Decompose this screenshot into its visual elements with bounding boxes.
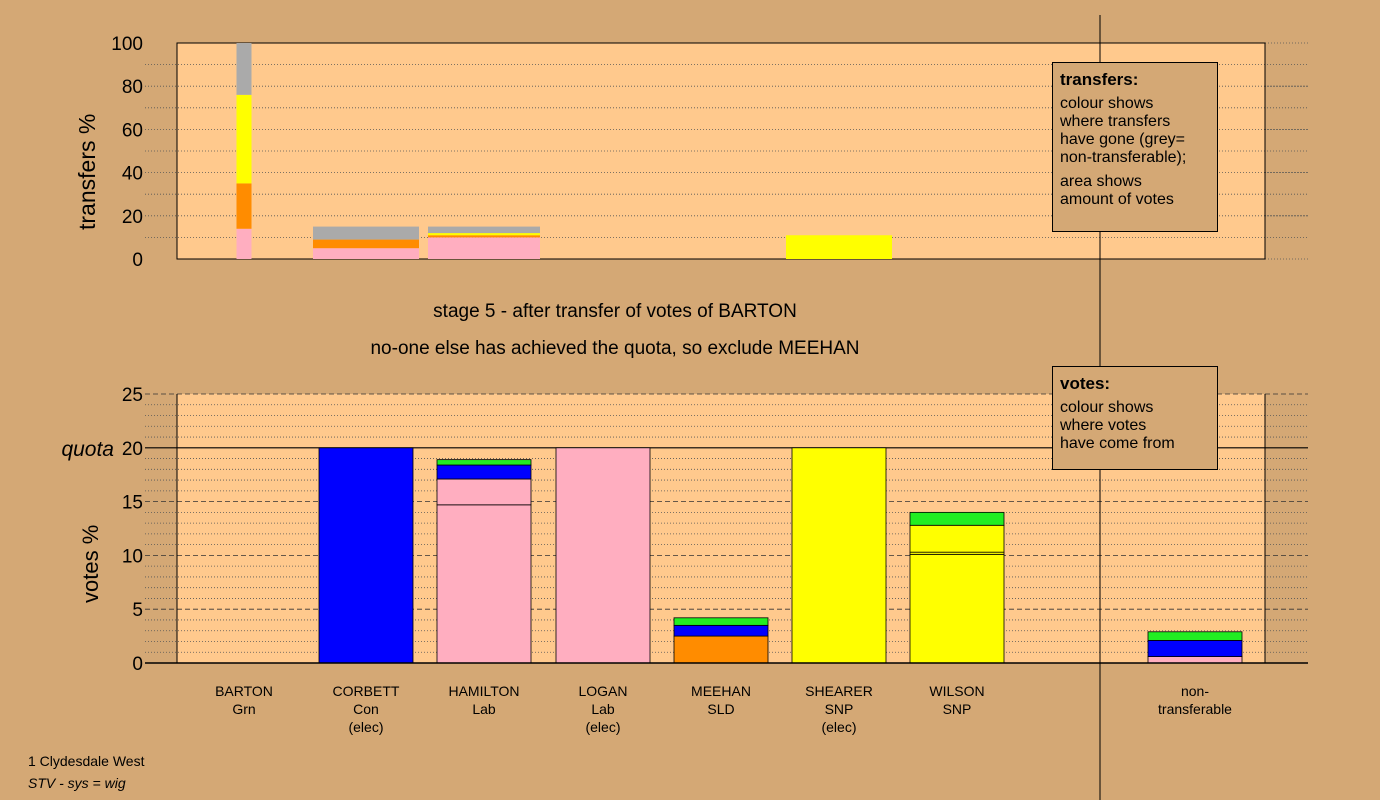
candidate-label: SNP xyxy=(943,701,972,717)
votes-legend-line: where votes xyxy=(1060,417,1147,434)
transfers-legend-title: transfers: xyxy=(1060,70,1139,89)
votes-tick-label: 0 xyxy=(132,654,143,675)
transfers-legend-line: have gone (grey= xyxy=(1060,131,1185,148)
votes-bar-segment xyxy=(318,447,414,664)
transfers-tick-label: 40 xyxy=(122,164,143,185)
stage-line-1: stage 5 - after transfer of votes of BAR… xyxy=(433,301,797,322)
candidate-label: CORBETT xyxy=(333,683,400,699)
transfers-bar-segment xyxy=(428,235,540,238)
candidate-label: (elec) xyxy=(348,719,383,735)
votes-bar-segment xyxy=(555,447,651,664)
candidate-label: SHEARER xyxy=(805,683,873,699)
candidate-label: non- xyxy=(1181,683,1209,699)
candidate-label: Lab xyxy=(472,701,496,717)
votes-axis-label: votes % xyxy=(78,524,103,603)
transfers-bar-segment xyxy=(236,43,252,95)
transfers-bar-segment xyxy=(313,248,419,259)
votes-bar-segment xyxy=(673,617,769,626)
candidate-label: LOGAN xyxy=(578,683,627,699)
candidate-label: MEEHAN xyxy=(691,683,751,699)
votes-tick-label: 15 xyxy=(122,493,143,514)
transfers-legend-line: where transfers xyxy=(1060,113,1171,130)
candidate-label: (elec) xyxy=(821,719,856,735)
candidate-label: Lab xyxy=(591,701,615,717)
transfers-legend-line: colour shows xyxy=(1060,95,1154,112)
transfers-bar-segment xyxy=(313,226,419,240)
votes-legend: votes: colour shows where votes have com… xyxy=(1052,366,1218,470)
candidate-label: HAMILTON xyxy=(448,683,519,699)
transfers-legend: transfers: colour shows where transfers … xyxy=(1052,62,1218,232)
candidate-label: SNP xyxy=(825,701,854,717)
votes-legend-line: have come from xyxy=(1060,435,1175,452)
votes-bar-segment xyxy=(436,478,532,506)
votes-bar-segment xyxy=(673,635,769,664)
transfers-axis-label: transfers % xyxy=(74,113,100,230)
transfers-plot-frame xyxy=(176,42,1266,260)
transfers-tick-label: 100 xyxy=(111,34,143,55)
transfers-bar-segment xyxy=(236,228,252,259)
footer-system: STV - sys = wig xyxy=(28,775,126,791)
votes-tick-label: 25 xyxy=(122,385,143,406)
votes-tick-label: 10 xyxy=(122,546,143,567)
candidate-label: Con xyxy=(353,701,379,717)
stage-line-2: no-one else has achieved the quota, so e… xyxy=(370,338,860,359)
votes-bar-segment xyxy=(1147,640,1243,657)
votes-legend-title: votes: xyxy=(1060,374,1111,393)
transfers-legend-line: area shows xyxy=(1060,173,1142,190)
quota-label: quota xyxy=(61,438,114,461)
transfers-tick-label: 20 xyxy=(122,207,143,228)
transfers-bar-segment xyxy=(236,183,252,229)
votes-bar-segment xyxy=(436,459,532,466)
transfers-tick-label: 60 xyxy=(122,120,143,141)
votes-bar-segment xyxy=(909,511,1005,526)
candidate-label: BARTON xyxy=(215,683,273,699)
transfers-legend-line: amount of votes xyxy=(1060,191,1174,208)
votes-bar-segment xyxy=(1147,631,1243,641)
candidate-label: (elec) xyxy=(585,719,620,735)
transfers-bar-segment xyxy=(428,233,540,236)
votes-bar-segment xyxy=(436,464,532,480)
votes-bar-segment xyxy=(909,553,1005,664)
transfers-legend-line: non-transferable); xyxy=(1060,149,1187,166)
candidate-label: Grn xyxy=(232,701,255,717)
votes-bar-segment xyxy=(436,504,532,664)
votes-legend-line: colour shows xyxy=(1060,399,1154,416)
footer-constituency: 1 Clydesdale West xyxy=(28,753,145,769)
votes-bar-segment xyxy=(1147,656,1243,664)
transfers-bar-segment xyxy=(428,237,540,259)
transfers-bar-segment xyxy=(236,94,252,184)
votes-bar-segment xyxy=(673,624,769,637)
transfers-bar-segment xyxy=(428,226,540,234)
votes-tick-label: 5 xyxy=(132,600,143,621)
transfers-bar-segment xyxy=(786,235,892,259)
transfers-tick-label: 0 xyxy=(132,250,143,271)
candidate-label: WILSON xyxy=(929,683,984,699)
votes-bar-segment xyxy=(791,447,887,664)
votes-bar-segment xyxy=(909,524,1005,553)
votes-tick-label: 20 xyxy=(122,439,143,460)
candidate-label: transferable xyxy=(1158,701,1232,717)
candidate-label: SLD xyxy=(707,701,734,717)
transfers-tick-label: 80 xyxy=(122,77,143,98)
transfers-bar-segment xyxy=(313,239,419,249)
